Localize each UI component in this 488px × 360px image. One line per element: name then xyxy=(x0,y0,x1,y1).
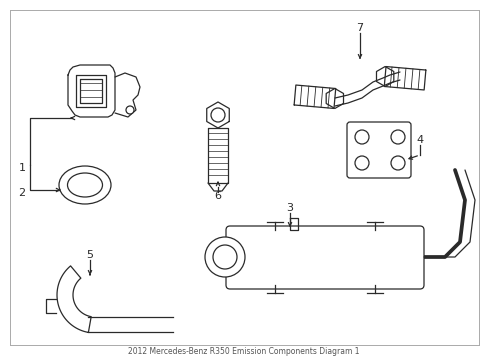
Polygon shape xyxy=(207,183,227,191)
FancyBboxPatch shape xyxy=(225,226,423,289)
Circle shape xyxy=(354,130,368,144)
Circle shape xyxy=(390,130,404,144)
Polygon shape xyxy=(57,266,91,332)
Polygon shape xyxy=(376,67,393,86)
Circle shape xyxy=(354,156,368,170)
Text: 4: 4 xyxy=(416,135,423,145)
Polygon shape xyxy=(207,128,227,183)
Text: 2: 2 xyxy=(19,188,25,198)
Polygon shape xyxy=(115,73,140,117)
Circle shape xyxy=(213,245,237,269)
Text: 2012 Mercedes-Benz R350 Emission Components Diagram 1: 2012 Mercedes-Benz R350 Emission Compone… xyxy=(128,347,359,356)
Polygon shape xyxy=(206,102,229,128)
Polygon shape xyxy=(80,79,102,103)
Circle shape xyxy=(210,108,224,122)
Polygon shape xyxy=(325,89,343,108)
Polygon shape xyxy=(68,65,115,117)
Circle shape xyxy=(390,156,404,170)
Polygon shape xyxy=(293,85,335,108)
Text: 3: 3 xyxy=(286,203,293,213)
Text: 7: 7 xyxy=(356,23,363,33)
Ellipse shape xyxy=(59,166,111,204)
Ellipse shape xyxy=(67,173,102,197)
Text: 1: 1 xyxy=(19,163,25,173)
Circle shape xyxy=(204,237,244,277)
Text: 6: 6 xyxy=(214,191,221,201)
Polygon shape xyxy=(76,75,106,107)
Polygon shape xyxy=(384,67,425,90)
Circle shape xyxy=(126,106,134,114)
FancyBboxPatch shape xyxy=(346,122,410,178)
Text: 5: 5 xyxy=(86,250,93,260)
